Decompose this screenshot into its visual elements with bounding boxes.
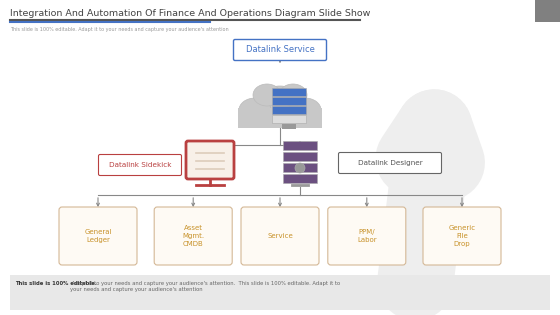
Text: PPM/
Labor: PPM/ Labor bbox=[357, 229, 377, 243]
FancyBboxPatch shape bbox=[238, 108, 322, 128]
Ellipse shape bbox=[279, 84, 307, 106]
FancyBboxPatch shape bbox=[283, 152, 317, 161]
Ellipse shape bbox=[239, 98, 271, 122]
FancyBboxPatch shape bbox=[99, 154, 181, 175]
Text: Asset
Mgmt.
CMDB: Asset Mgmt. CMDB bbox=[182, 225, 204, 247]
FancyBboxPatch shape bbox=[234, 39, 326, 60]
FancyBboxPatch shape bbox=[154, 207, 232, 265]
FancyBboxPatch shape bbox=[272, 106, 306, 114]
Text: Adapt it to your needs and capture your audience's attention.  This slide is 100: Adapt it to your needs and capture your … bbox=[70, 281, 340, 292]
Circle shape bbox=[295, 163, 305, 173]
FancyBboxPatch shape bbox=[59, 207, 137, 265]
Text: Datalink Service: Datalink Service bbox=[246, 45, 314, 54]
FancyBboxPatch shape bbox=[10, 275, 550, 310]
Text: Generic
File
Drop: Generic File Drop bbox=[449, 225, 475, 247]
FancyBboxPatch shape bbox=[241, 207, 319, 265]
FancyBboxPatch shape bbox=[283, 174, 317, 183]
Text: Service: Service bbox=[267, 233, 293, 239]
Text: Integration And Automation Of Finance And Operations Diagram Slide Show: Integration And Automation Of Finance An… bbox=[10, 9, 370, 19]
FancyBboxPatch shape bbox=[282, 124, 296, 129]
Ellipse shape bbox=[289, 98, 321, 122]
FancyBboxPatch shape bbox=[423, 207, 501, 265]
FancyBboxPatch shape bbox=[283, 163, 317, 172]
FancyBboxPatch shape bbox=[283, 141, 317, 150]
Text: Datalink Sidekick: Datalink Sidekick bbox=[109, 162, 171, 168]
FancyBboxPatch shape bbox=[186, 141, 234, 179]
FancyBboxPatch shape bbox=[272, 88, 306, 96]
FancyBboxPatch shape bbox=[338, 152, 441, 174]
Ellipse shape bbox=[253, 84, 281, 106]
Text: General
Ledger: General Ledger bbox=[84, 229, 112, 243]
FancyBboxPatch shape bbox=[272, 115, 306, 123]
Text: This slide is 100% editable. Adapt it to your needs and capture your audience's : This slide is 100% editable. Adapt it to… bbox=[10, 27, 228, 32]
FancyBboxPatch shape bbox=[328, 207, 406, 265]
FancyBboxPatch shape bbox=[535, 0, 560, 22]
FancyBboxPatch shape bbox=[272, 97, 306, 105]
Text: Datalink Designer: Datalink Designer bbox=[358, 160, 422, 166]
Text: This slide is 100% editable.: This slide is 100% editable. bbox=[15, 281, 97, 286]
Ellipse shape bbox=[258, 86, 302, 120]
